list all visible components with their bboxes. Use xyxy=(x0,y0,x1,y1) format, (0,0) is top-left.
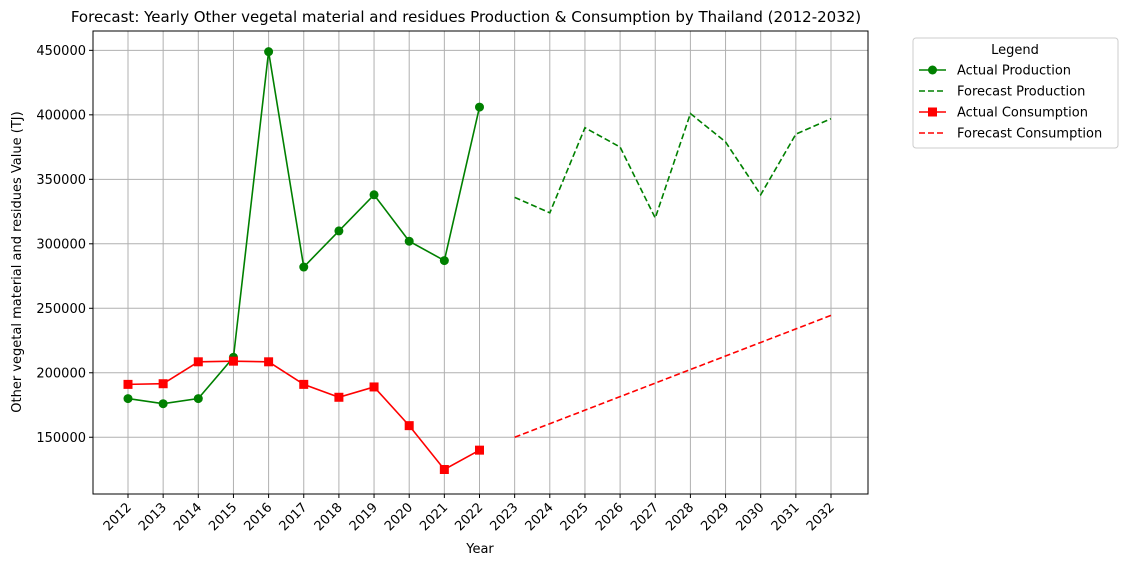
y-tick-label: 350000 xyxy=(36,173,86,188)
legend-entry: Forecast Production xyxy=(919,85,1085,100)
legend-marker xyxy=(928,107,937,117)
data-point xyxy=(369,382,379,392)
x-tick-label: 2029 xyxy=(698,500,732,534)
x-tick-label: 2018 xyxy=(312,500,346,534)
data-point xyxy=(193,394,203,404)
data-point xyxy=(228,356,238,366)
data-point xyxy=(475,445,484,455)
x-axis-label: Year xyxy=(465,542,494,557)
series-layer xyxy=(123,47,832,474)
legend-title: Legend xyxy=(991,43,1039,58)
x-tick-label: 2032 xyxy=(804,500,838,534)
x-tick-label: 2020 xyxy=(382,500,416,534)
series-actual-production xyxy=(123,47,484,409)
legend-entry: Forecast Consumption xyxy=(919,127,1102,142)
x-tick-label: 2024 xyxy=(523,500,557,534)
x-tick-label: 2019 xyxy=(347,500,381,534)
series-line-forecast-production xyxy=(514,112,832,221)
legend-box xyxy=(912,37,1119,149)
data-point xyxy=(475,102,484,112)
series-actual-consumption xyxy=(123,356,484,474)
x-tick-label: 2025 xyxy=(558,500,592,534)
data-point xyxy=(264,357,274,367)
data-point xyxy=(158,379,168,389)
series-line-forecast-consumption xyxy=(514,314,832,438)
x-tick-label: 2028 xyxy=(663,500,697,534)
legend-entry: Actual Consumption xyxy=(919,106,1088,121)
x-tick-label: 2017 xyxy=(277,500,311,534)
series-forecast-consumption xyxy=(514,314,832,438)
x-tick-label: 2021 xyxy=(417,500,451,534)
y-tick-label: 300000 xyxy=(36,237,86,252)
data-point xyxy=(404,236,414,246)
legend-entry: Actual Production xyxy=(919,64,1071,79)
data-point xyxy=(334,392,344,402)
plot-frame xyxy=(92,30,869,495)
x-tick-label: 2013 xyxy=(136,500,170,534)
x-tick-label: 2030 xyxy=(734,500,768,534)
data-point xyxy=(439,256,449,266)
y-axis-label: Other vegetal material and residues Valu… xyxy=(10,111,25,412)
x-tick-label: 2012 xyxy=(101,500,135,534)
data-point xyxy=(264,47,274,57)
data-point xyxy=(299,379,309,389)
chart-title: Forecast: Yearly Other vegetal material … xyxy=(71,8,861,26)
data-point xyxy=(369,190,379,200)
x-tick-label: 2015 xyxy=(206,500,240,534)
data-point xyxy=(439,464,449,474)
y-tick-label: 250000 xyxy=(36,302,86,317)
data-point xyxy=(404,421,414,431)
data-point xyxy=(158,399,168,409)
x-axis: 2012 2013 2014 2015 2016 2017 2018 2019 2020 2021… xyxy=(101,494,838,534)
legend-label: Forecast Consumption xyxy=(957,127,1102,142)
x-tick-label: 2027 xyxy=(628,500,662,534)
legend: Legend Actual Production Forecast Product… xyxy=(912,37,1119,149)
legend-label: Actual Consumption xyxy=(957,106,1088,121)
legend-label: Forecast Production xyxy=(957,85,1085,100)
legend-label: Actual Production xyxy=(957,64,1071,79)
data-point xyxy=(123,394,133,404)
data-point xyxy=(299,262,309,272)
data-point xyxy=(334,226,344,236)
x-tick-label: 2023 xyxy=(487,500,521,534)
x-tick-label: 2016 xyxy=(241,500,275,534)
y-tick-label: 200000 xyxy=(36,366,86,381)
y-tick-label: 400000 xyxy=(36,108,86,123)
x-tick-label: 2026 xyxy=(593,500,627,534)
x-tick-label: 2022 xyxy=(452,500,486,534)
x-tick-label: 2014 xyxy=(171,500,205,534)
y-axis: 150000 200000 250000 300000 350000 400000 4500… xyxy=(36,44,93,446)
y-tick-label: 450000 xyxy=(36,44,86,59)
x-tick-label: 2031 xyxy=(769,500,803,534)
grid xyxy=(93,31,868,494)
data-point xyxy=(123,379,133,389)
series-forecast-production xyxy=(514,112,832,221)
y-tick-label: 150000 xyxy=(36,431,86,446)
data-point xyxy=(193,357,203,367)
legend-marker xyxy=(928,65,937,75)
